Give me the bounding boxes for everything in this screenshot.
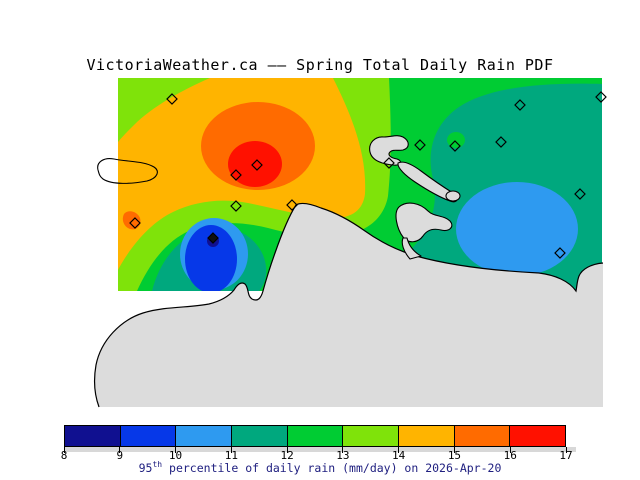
colorbar-segment <box>453 426 510 446</box>
station-marker <box>554 247 566 259</box>
station-markers <box>129 91 607 259</box>
contour-orange-spot <box>122 211 141 230</box>
harbour-inlets <box>369 135 461 260</box>
caption-superscript: th <box>152 460 163 469</box>
page-title: VictoriaWeather.ca —— Spring Total Daily… <box>86 56 554 74</box>
station-marker <box>595 91 607 103</box>
colorbar-baseline <box>64 447 576 452</box>
contour-blue-core <box>185 225 237 291</box>
caption-text: percentile of daily rain (mm/day) on 202… <box>162 460 502 475</box>
harbour-entrance-arm <box>401 237 422 260</box>
contour-red-core <box>228 141 282 187</box>
colorbar-segment <box>286 426 343 446</box>
colorbar-segments <box>64 425 566 447</box>
colorbar-caption: 95th percentile of daily rain (mm/day) o… <box>0 461 640 474</box>
station-marker <box>207 232 219 244</box>
station-marker <box>495 136 507 148</box>
station-marker <box>514 99 526 111</box>
caption-value: 95 <box>138 460 153 475</box>
sea-mask <box>94 203 604 407</box>
station-marker <box>230 169 242 181</box>
harbour-esquimalt <box>369 135 409 166</box>
coastline <box>93 202 604 408</box>
colorbar-segment <box>119 426 176 446</box>
colorbar-segment <box>65 426 120 446</box>
station-marker <box>449 140 461 152</box>
harbour-victoria <box>395 202 453 243</box>
station-marker <box>286 199 298 211</box>
colorbar-segment <box>231 426 287 446</box>
station-marker <box>166 93 178 105</box>
station-marker <box>414 139 426 151</box>
contour-blue-blob-east <box>456 182 578 276</box>
contour-chartreuse-topleft <box>118 78 210 142</box>
harbour-portage-inlet <box>445 190 461 202</box>
colorbar-segment <box>509 426 566 446</box>
lake-outline <box>97 158 158 184</box>
colorbar-segment <box>342 426 399 446</box>
station-marker <box>129 217 141 229</box>
colorbar-segment <box>398 426 454 446</box>
colorbar-segment <box>175 426 232 446</box>
station-marker <box>251 159 263 171</box>
station-marker <box>574 188 586 200</box>
station-marker <box>230 200 242 212</box>
station-marker <box>383 157 395 169</box>
